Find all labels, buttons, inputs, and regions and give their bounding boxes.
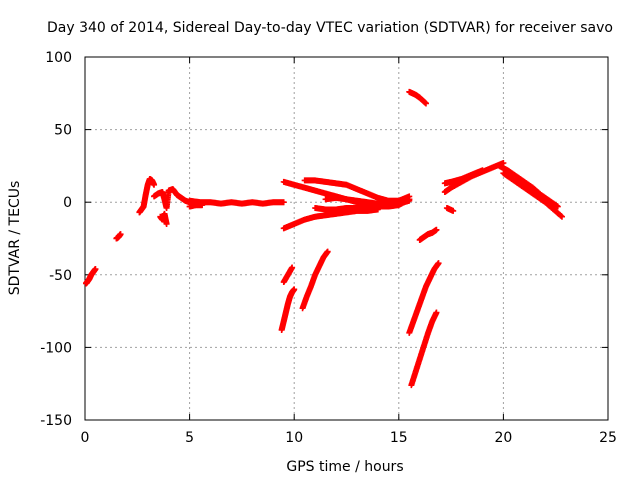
series-arc23 (500, 170, 565, 220)
y-tick-labels: -150 -100 -50 0 50 100 (40, 50, 72, 429)
data-point (289, 264, 296, 271)
y-tick-label: -50 (49, 268, 72, 284)
x-tick-label: 0 (81, 430, 90, 446)
data-point (117, 231, 124, 238)
series-arc24 (443, 205, 457, 214)
series-arc21 (441, 167, 486, 187)
y-tick-label: 0 (63, 195, 72, 211)
y-tick-label: -100 (40, 340, 72, 356)
x-tick-label: 5 (185, 430, 194, 446)
series-arc9 (301, 177, 413, 204)
data-point (406, 197, 413, 204)
axis-ticks (84, 56, 609, 421)
series-arc18 (406, 260, 442, 336)
data-point (324, 248, 331, 255)
data-point (450, 207, 457, 214)
series-arc3 (136, 175, 158, 216)
series-arc12 (322, 194, 413, 209)
data-points (83, 88, 565, 389)
data-point (280, 199, 287, 206)
series-arc1 (83, 265, 99, 287)
data-point (92, 265, 99, 272)
data-point (151, 181, 158, 188)
x-axis-label: GPS time / hours (286, 459, 403, 475)
y-tick-label: -150 (40, 413, 72, 429)
data-point (558, 213, 565, 220)
y-tick-label: 100 (45, 50, 72, 66)
series-arc16 (406, 88, 429, 107)
data-point (291, 286, 298, 293)
series-arc19 (408, 309, 440, 389)
series-arc4 (151, 186, 193, 212)
y-tick-label: 50 (54, 123, 72, 139)
x-tick-label: 10 (285, 430, 303, 446)
data-point (422, 100, 429, 107)
series-arc15 (299, 248, 331, 312)
data-point (433, 226, 440, 233)
data-point (435, 260, 442, 267)
data-point (199, 202, 206, 209)
chart-title: Day 340 of 2014, Sidereal Day-to-day VTE… (47, 20, 613, 36)
x-tick-labels: 0 5 10 15 20 25 (81, 430, 617, 446)
series-arc7 (186, 202, 206, 210)
y-axis-label: SDTVAR / TECUs (7, 181, 23, 296)
series-arc5 (157, 210, 170, 227)
series-arc2 (113, 231, 124, 242)
x-tick-label: 20 (494, 430, 512, 446)
x-tick-label: 25 (599, 430, 617, 446)
data-point (163, 220, 170, 227)
data-point (554, 203, 561, 210)
plot-frame (84, 56, 609, 421)
series-arc17 (416, 226, 440, 243)
x-tick-label: 15 (390, 430, 408, 446)
series-arc13 (280, 264, 296, 286)
data-point (500, 159, 507, 166)
data-point (433, 309, 440, 316)
grid-lines (85, 57, 608, 420)
data-point (479, 167, 486, 174)
series-arc14 (278, 286, 298, 333)
